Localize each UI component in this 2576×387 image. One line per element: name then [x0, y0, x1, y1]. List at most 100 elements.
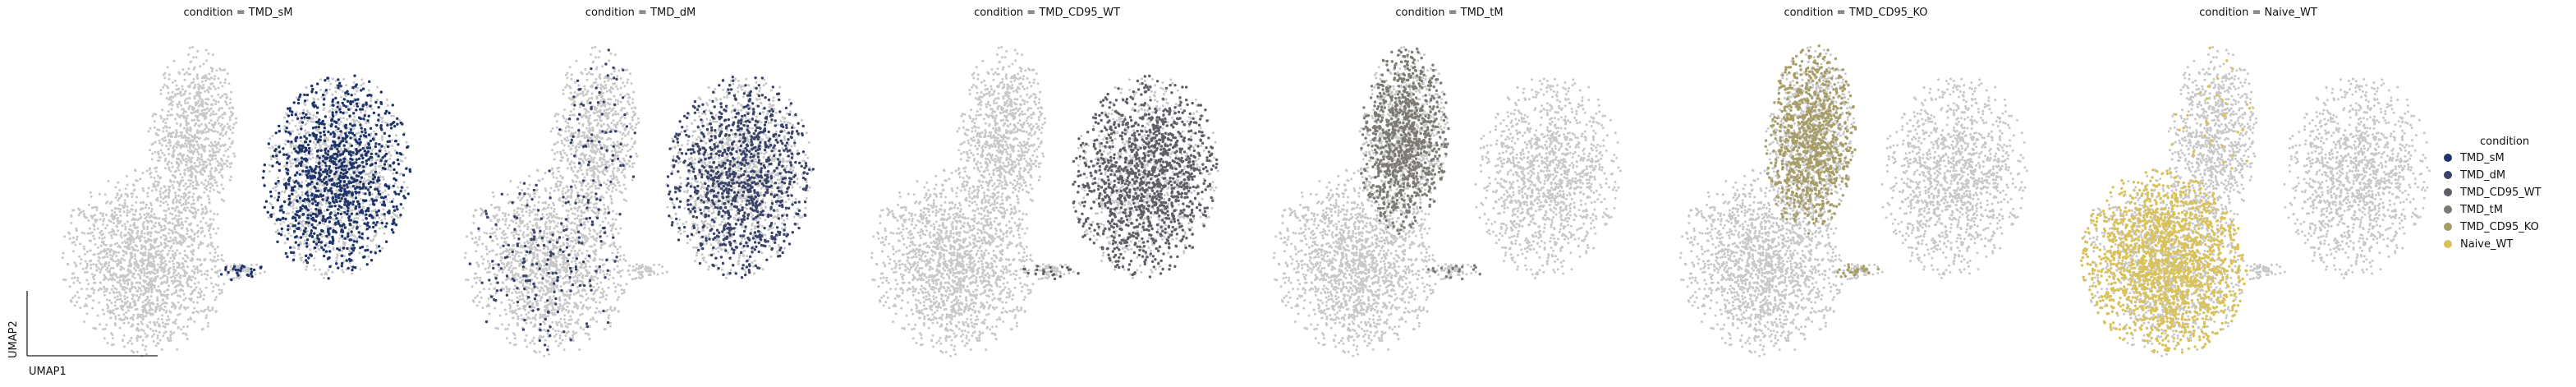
highlight-point — [298, 173, 301, 176]
highlight-point — [359, 135, 362, 138]
background-point — [187, 156, 191, 159]
background-point — [126, 270, 130, 273]
highlight-point — [330, 144, 333, 147]
background-point — [158, 222, 161, 225]
background-point — [326, 191, 329, 195]
background-point — [229, 265, 232, 268]
background-point — [214, 75, 217, 78]
background-point — [361, 219, 365, 222]
highlight-point — [334, 167, 338, 170]
background-point — [204, 124, 208, 127]
background-point — [95, 219, 99, 222]
background-point — [167, 132, 170, 136]
background-point — [136, 334, 140, 338]
background-point — [332, 166, 335, 169]
background-point — [136, 249, 140, 252]
background-point — [202, 145, 205, 149]
background-point — [219, 124, 222, 127]
background-point — [393, 149, 397, 152]
background-point — [167, 315, 170, 318]
background-point — [102, 328, 105, 331]
highlight-point — [401, 122, 404, 126]
background-point — [222, 260, 225, 262]
background-point — [109, 274, 112, 277]
highlight-point — [232, 265, 236, 269]
background-point — [108, 202, 112, 205]
highlight-point — [344, 123, 348, 127]
highlight-point — [354, 196, 358, 200]
highlight-point — [240, 266, 243, 270]
background-point — [79, 306, 82, 310]
background-point — [147, 251, 150, 255]
highlight-point — [391, 104, 394, 107]
highlight-point — [287, 182, 291, 186]
background-point — [298, 199, 301, 202]
highlight-point — [305, 159, 309, 162]
highlight-point — [300, 160, 304, 164]
background-point — [144, 251, 147, 255]
highlight-point — [355, 102, 359, 105]
highlight-point — [396, 208, 399, 211]
background-point — [117, 314, 121, 317]
background-point — [205, 188, 209, 191]
background-point — [171, 222, 174, 225]
background-point — [307, 131, 310, 134]
background-point — [214, 113, 218, 116]
background-point — [288, 122, 292, 125]
highlight-point — [303, 135, 306, 138]
background-point — [211, 306, 214, 310]
background-point — [160, 117, 163, 120]
highlight-point — [324, 180, 328, 184]
background-point — [201, 328, 204, 331]
background-point — [153, 286, 156, 289]
background-point — [328, 88, 332, 91]
background-point — [319, 244, 322, 246]
highlight-point — [288, 132, 292, 136]
background-point — [380, 213, 383, 216]
highlight-point — [338, 81, 342, 85]
background-point — [200, 263, 204, 266]
background-point — [114, 206, 117, 210]
background-point — [210, 282, 214, 285]
highlight-point — [275, 154, 278, 158]
background-point — [161, 151, 164, 154]
background-point — [156, 337, 159, 339]
highlight-point — [311, 127, 315, 130]
highlight-point — [305, 220, 308, 224]
background-point — [149, 295, 153, 298]
background-point — [214, 265, 217, 268]
background-point — [269, 201, 272, 205]
background-point — [144, 217, 147, 220]
highlight-point — [326, 257, 330, 260]
background-point — [163, 224, 166, 228]
highlight-point — [370, 259, 374, 262]
highlight-point — [334, 198, 337, 201]
highlight-point — [303, 99, 307, 103]
background-point — [183, 99, 186, 103]
background-point — [192, 192, 195, 196]
background-point — [137, 264, 140, 267]
background-point — [180, 204, 183, 207]
background-point — [183, 72, 186, 76]
background-point — [146, 258, 149, 261]
highlight-point — [350, 230, 353, 233]
background-point — [272, 187, 275, 190]
background-point — [139, 313, 142, 316]
highlight-point — [288, 200, 292, 205]
background-point — [292, 210, 295, 214]
highlight-point — [324, 187, 328, 190]
background-point — [189, 129, 192, 132]
highlight-point — [392, 231, 395, 234]
background-point — [389, 154, 393, 157]
highlight-point — [361, 104, 365, 108]
background-point — [127, 238, 131, 241]
background-point — [114, 186, 117, 189]
background-point — [179, 274, 182, 277]
background-point — [184, 90, 187, 94]
background-point — [381, 191, 384, 194]
background-point — [95, 265, 99, 268]
background-point — [149, 149, 152, 152]
background-point — [341, 90, 344, 93]
background-point — [174, 318, 177, 321]
background-point — [303, 239, 306, 242]
